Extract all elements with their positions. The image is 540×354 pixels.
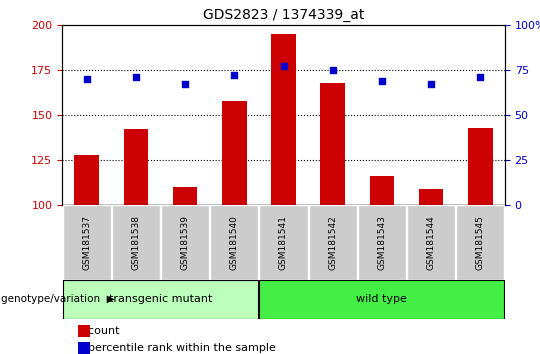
Bar xyxy=(112,205,160,280)
Bar xyxy=(308,205,357,280)
Text: count: count xyxy=(81,326,119,336)
Text: GSM181543: GSM181543 xyxy=(377,215,387,270)
Bar xyxy=(369,176,394,205)
Bar xyxy=(456,205,504,280)
Point xyxy=(181,81,190,87)
Bar xyxy=(124,130,148,205)
Bar xyxy=(63,205,111,280)
Bar xyxy=(173,187,198,205)
Text: GSM181540: GSM181540 xyxy=(230,215,239,270)
Text: GSM181542: GSM181542 xyxy=(328,215,337,270)
Point xyxy=(377,78,386,84)
Text: wild type: wild type xyxy=(356,294,407,304)
Text: GSM181537: GSM181537 xyxy=(82,215,91,270)
Point xyxy=(427,81,435,87)
Text: GSM181545: GSM181545 xyxy=(476,215,485,270)
Title: GDS2823 / 1374339_at: GDS2823 / 1374339_at xyxy=(203,8,364,22)
Text: genotype/variation  ▶: genotype/variation ▶ xyxy=(1,294,114,304)
Bar xyxy=(63,280,259,319)
Bar xyxy=(210,205,259,280)
Text: GSM181539: GSM181539 xyxy=(180,215,190,270)
Bar xyxy=(161,205,209,280)
Point xyxy=(328,67,337,73)
Bar xyxy=(259,205,308,280)
Bar xyxy=(468,128,492,205)
Text: GSM181541: GSM181541 xyxy=(279,215,288,270)
Point xyxy=(230,73,239,78)
Text: GSM181544: GSM181544 xyxy=(427,215,436,270)
Point xyxy=(132,74,140,80)
Text: GSM181538: GSM181538 xyxy=(131,215,140,270)
Text: percentile rank within the sample: percentile rank within the sample xyxy=(81,343,276,353)
Bar xyxy=(222,101,247,205)
Bar xyxy=(407,205,455,280)
Bar xyxy=(271,34,296,205)
Bar xyxy=(75,155,99,205)
Point xyxy=(83,76,91,82)
Point xyxy=(476,74,484,80)
Bar xyxy=(259,280,504,319)
Bar xyxy=(320,82,345,205)
Text: transgenic mutant: transgenic mutant xyxy=(109,294,212,304)
Bar xyxy=(419,189,443,205)
Point xyxy=(279,63,288,69)
Bar xyxy=(358,205,406,280)
